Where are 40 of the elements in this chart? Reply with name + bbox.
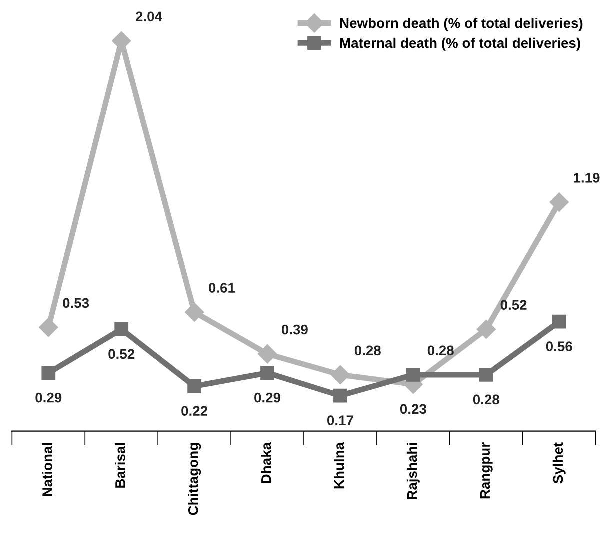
data-label: 0.28	[428, 346, 454, 356]
data-label: 0.52	[108, 349, 135, 360]
data-label: 0.28	[354, 346, 381, 356]
x-tick-label: Rangpur	[480, 442, 493, 499]
data-label: 1.19	[574, 173, 600, 183]
point	[476, 320, 496, 339]
point	[260, 366, 274, 380]
data-label: 0.29	[36, 392, 62, 403]
data-label: 0.29	[254, 392, 281, 403]
point	[185, 302, 204, 322]
legend-label: Newborn death (% of total deliveries)	[340, 18, 583, 31]
data-label: 0.61	[209, 283, 236, 293]
data-label: 0.17	[328, 416, 354, 426]
data-label: 2.04	[136, 12, 162, 22]
point	[42, 366, 56, 380]
point	[39, 318, 58, 338]
data-label: 0.39	[282, 324, 308, 335]
data-label: 0.56	[546, 342, 572, 352]
point	[479, 368, 494, 382]
x-tick-label: Sylhet	[552, 442, 566, 484]
x-tick-label: Barisal	[115, 443, 126, 488]
x-tick-label: Rajshahi	[406, 443, 420, 500]
x-tick-label: National	[42, 443, 52, 496]
point	[114, 322, 129, 336]
data-label: 0.23	[400, 404, 426, 414]
point	[406, 368, 420, 382]
data-label: 0.53	[63, 298, 90, 308]
legend-label: Maternal death (% of total deliveries)	[340, 38, 580, 51]
x-tick-label: Khulna	[334, 442, 344, 489]
data-label: 0.22	[182, 406, 208, 416]
point	[552, 314, 566, 329]
data-label: 0.52	[500, 300, 527, 310]
point	[188, 379, 202, 394]
data-label: 0.28	[473, 394, 500, 405]
point	[258, 344, 278, 364]
point	[334, 388, 348, 403]
point	[550, 192, 569, 212]
x-tick-label: Dhaka	[261, 442, 272, 484]
point	[330, 365, 350, 385]
x-tick-label: Chittagong	[188, 443, 202, 516]
